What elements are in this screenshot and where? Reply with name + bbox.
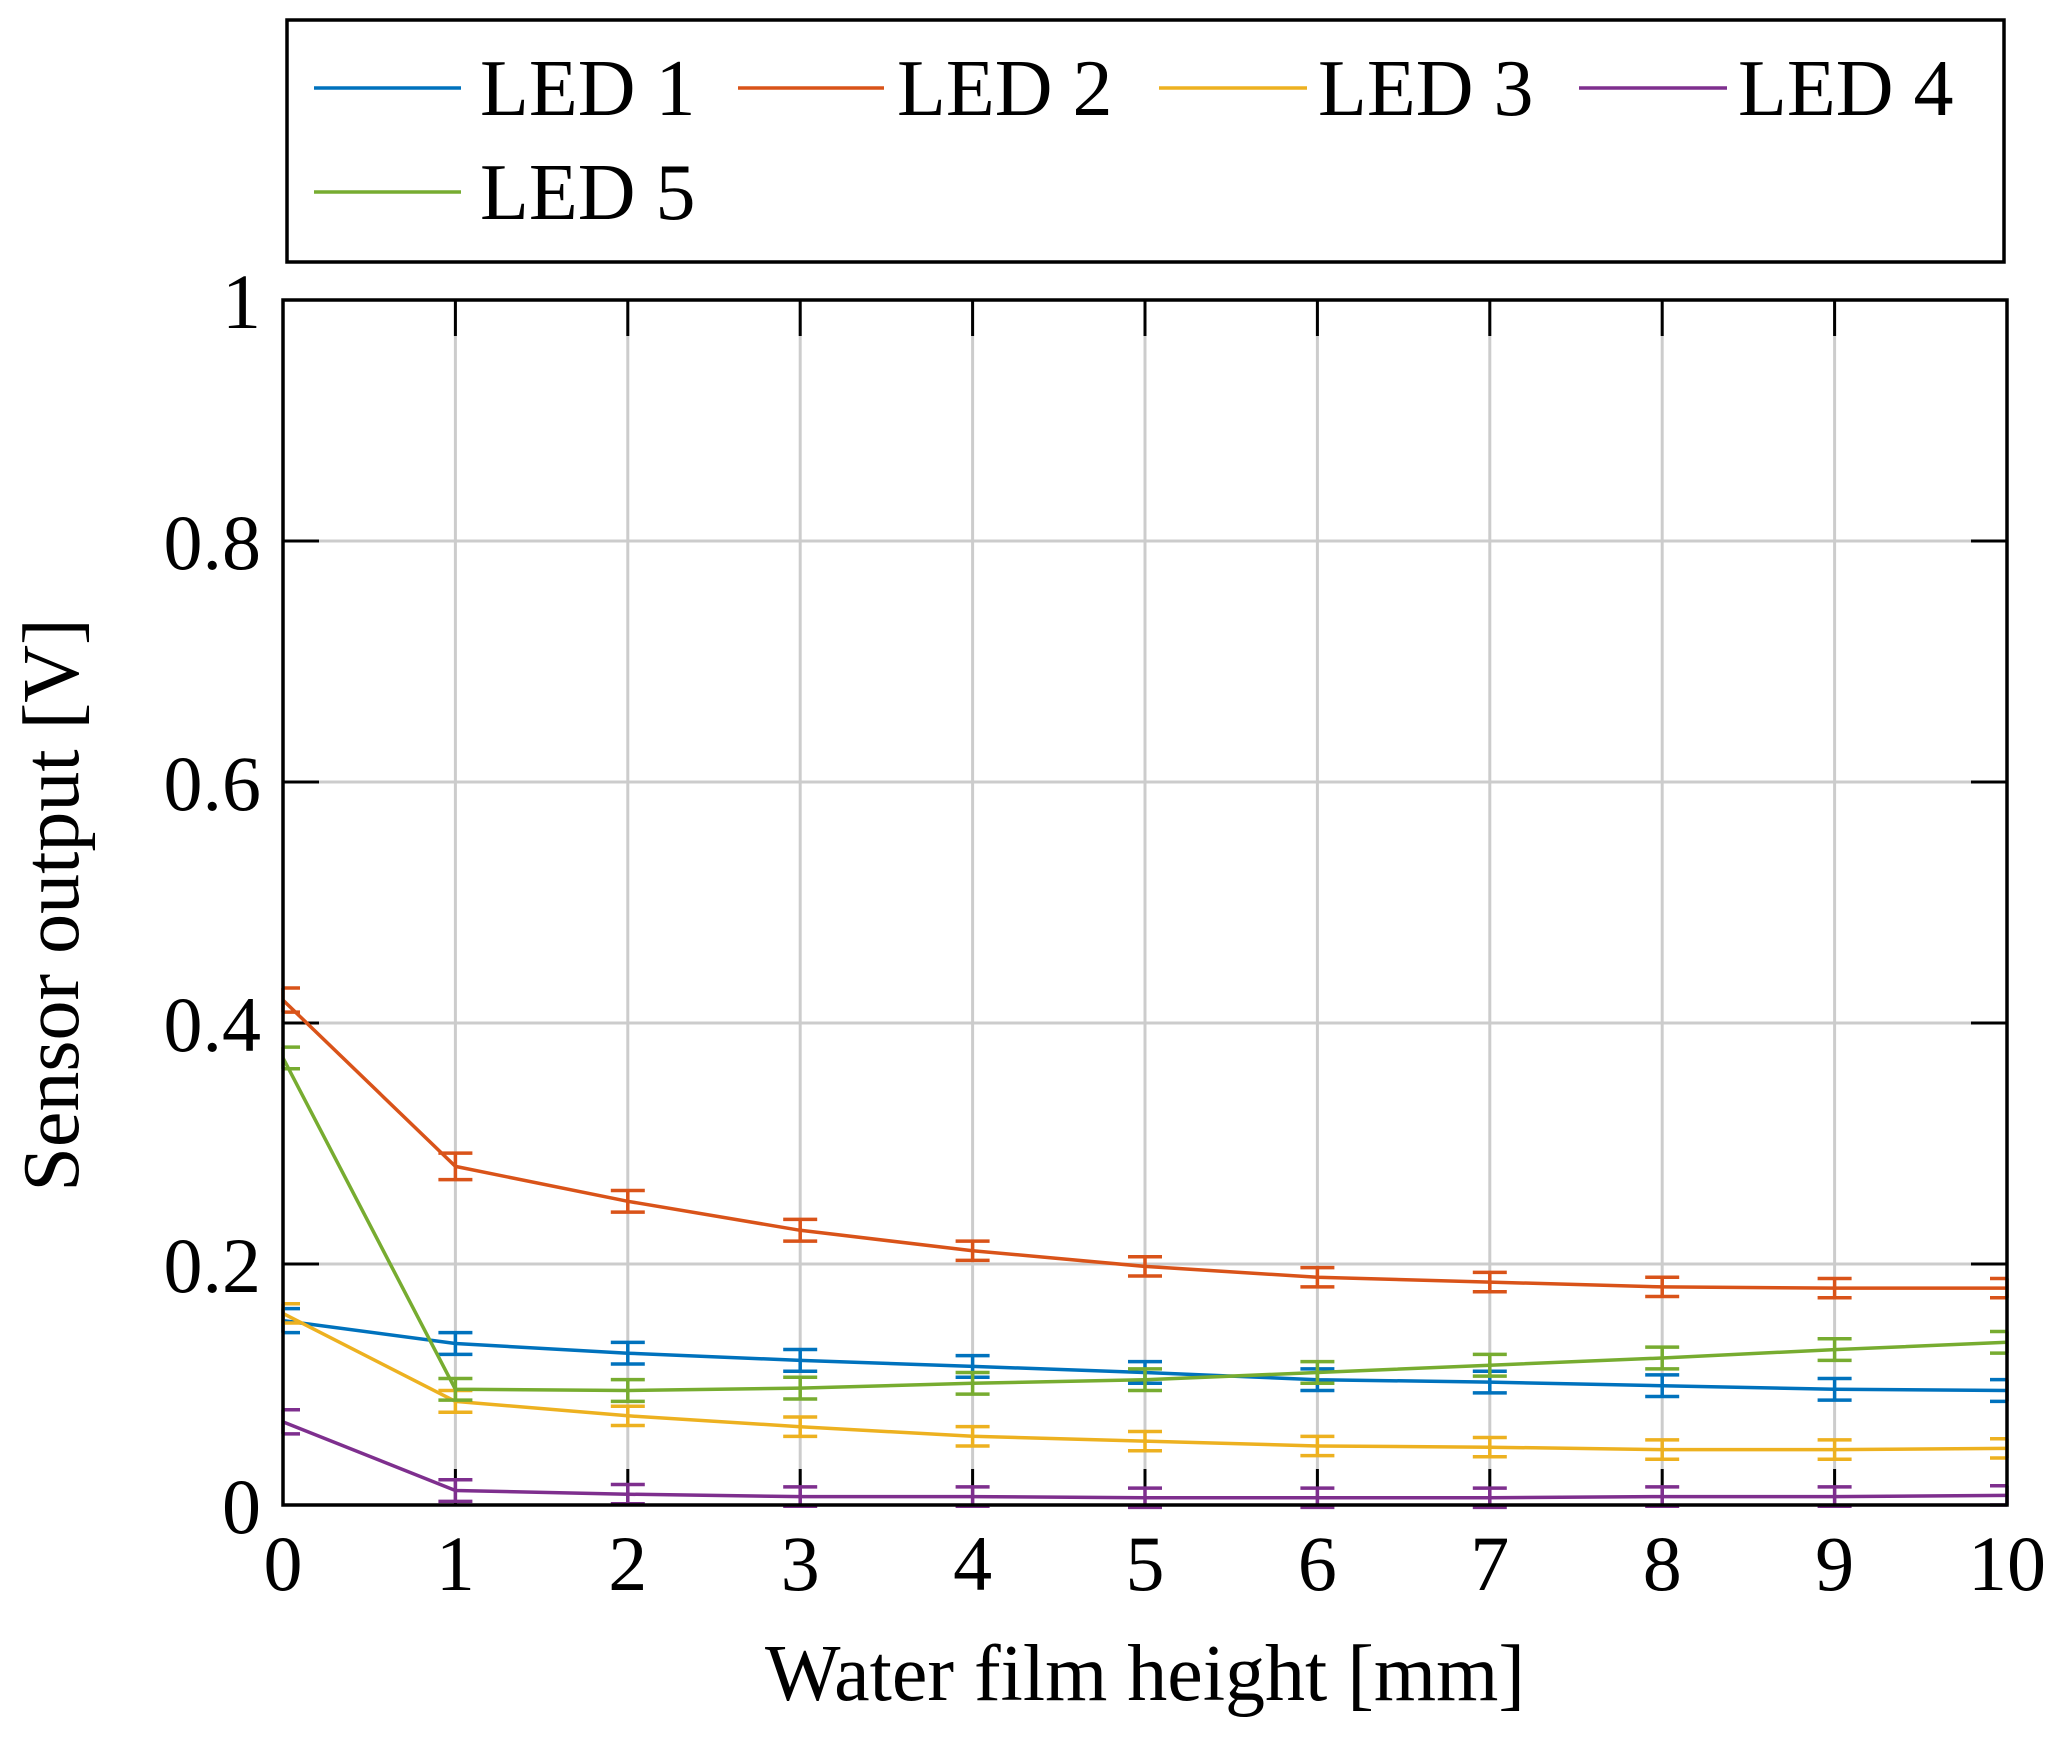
- legend-item-led-3: LED 3: [1159, 45, 1534, 133]
- error-bar: [1128, 1367, 1162, 1393]
- error-bar: [610, 1340, 645, 1366]
- y-tick-label: 0.4: [164, 981, 262, 1068]
- error-bar: [1300, 1359, 1335, 1386]
- y-tick-label: 0: [222, 1463, 261, 1550]
- error-bar: [1817, 1276, 1852, 1300]
- legend-box: [285, 18, 2006, 264]
- error-bar: [1128, 1255, 1162, 1278]
- plot-frame: [281, 298, 2009, 1507]
- error-bar: [955, 1424, 990, 1448]
- legend-label-led-5: LED 5: [480, 149, 696, 237]
- legend: LED 1 LED 2 LED 3 LED 4 LED 5: [285, 18, 2006, 264]
- legend-label-led-4: LED 4: [1738, 45, 1954, 133]
- error-bar: [1645, 1373, 1680, 1399]
- gridlines: [283, 300, 2007, 1505]
- error-bar: [1300, 1265, 1335, 1289]
- error-bar: [610, 1188, 645, 1214]
- y-tick-label: 0.8: [164, 499, 262, 586]
- legend-item-led-5: LED 5: [314, 149, 696, 237]
- legend-label-led-2: LED 2: [897, 45, 1113, 133]
- x-tick-label: 5: [1126, 1520, 1165, 1607]
- error-bar: [1300, 1434, 1335, 1458]
- error-bar: [783, 1375, 818, 1401]
- legend-item-led-2: LED 2: [738, 45, 1113, 133]
- series-led-3: [281, 1302, 2009, 1461]
- error-bar: [1472, 1352, 1507, 1378]
- legend-item-led-4: LED 4: [1579, 45, 1954, 133]
- error-bar: [1472, 1435, 1507, 1459]
- x-tick-label: 2: [608, 1520, 647, 1607]
- error-bar: [438, 1477, 473, 1504]
- legend-label-led-3: LED 3: [1318, 45, 1534, 133]
- x-tick-label: 1: [436, 1520, 475, 1607]
- x-tick-label: 10: [1968, 1520, 2046, 1607]
- x-tick-label: 4: [953, 1520, 992, 1607]
- x-tick-labels: 0 1 2 3 4 5 6 7 8 9 10: [264, 1520, 2047, 1607]
- x-tick-label: 6: [1298, 1520, 1337, 1607]
- series-led-5: [281, 1045, 2009, 1404]
- error-bar: [1817, 1438, 1852, 1461]
- error-bar: [610, 1377, 645, 1404]
- x-tick-label: 0: [264, 1520, 303, 1607]
- error-bar: [783, 1347, 818, 1373]
- error-bar: [1817, 1336, 1852, 1363]
- error-bar: [610, 1404, 645, 1428]
- x-tick-label: 3: [781, 1520, 820, 1607]
- y-tick-label: 1: [222, 258, 261, 345]
- x-tick-label: 8: [1643, 1520, 1682, 1607]
- x-tick-label: 7: [1470, 1520, 1509, 1607]
- error-bar: [1645, 1275, 1680, 1299]
- error-bar: [438, 1151, 473, 1182]
- error-bar: [783, 1415, 818, 1439]
- error-bar: [1817, 1376, 1852, 1402]
- error-bar: [1645, 1345, 1680, 1371]
- error-bar: [1472, 1270, 1507, 1294]
- error-bar: [955, 1239, 990, 1263]
- y-tick-label: 0.2: [164, 1222, 262, 1309]
- error-bar: [1645, 1438, 1680, 1461]
- x-axis-title: Water film height [mm]: [765, 1630, 1525, 1718]
- error-bar: [955, 1370, 990, 1396]
- error-bar: [783, 1217, 818, 1243]
- y-axis-title: Sensor output [V]: [8, 618, 96, 1191]
- error-bar: [1128, 1429, 1162, 1453]
- y-tick-label: 0.6: [164, 740, 262, 827]
- x-tick-label: 9: [1815, 1520, 1854, 1607]
- legend-item-led-1: LED 1: [314, 45, 696, 133]
- legend-label-led-1: LED 1: [480, 45, 696, 133]
- series-led-2: [281, 986, 2009, 1300]
- error-bar: [438, 1330, 473, 1357]
- y-tick-labels: 0 0.2 0.4 0.6 0.8 1: [164, 258, 262, 1550]
- error-bar: [438, 1376, 473, 1402]
